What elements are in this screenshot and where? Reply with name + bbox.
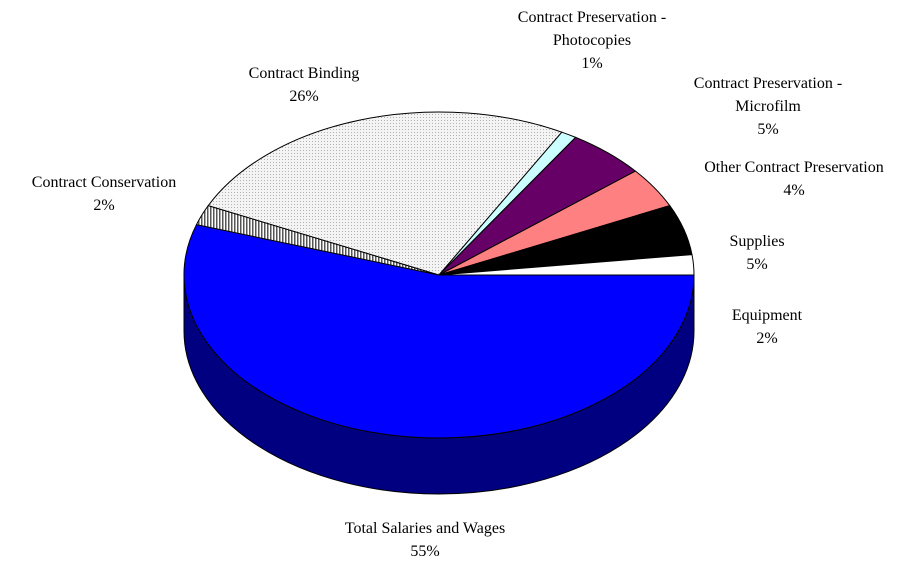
slice-label-line: Contract Preservation - xyxy=(694,75,842,92)
slice-label-supplies: Supplies 5% xyxy=(729,233,784,273)
slice-labels: Total Salaries and Wages 55% Contract Cons… xyxy=(32,9,884,560)
slice-label-line: Contract Preservation - xyxy=(518,9,666,26)
pie-slice-equipment xyxy=(438,254,695,276)
slice-label-line: Total Salaries and Wages xyxy=(345,520,505,537)
slice-label-line: Contract Conservation xyxy=(32,174,176,191)
slice-label-other-contract-preservation: Other Contract Preservation 4% xyxy=(704,159,884,199)
slice-label-contract-preservation-microfilm: Contract Preservation - Microfilm 5% xyxy=(694,75,842,138)
slice-label-line: Other Contract Preservation xyxy=(704,159,884,176)
slice-label-line: Microfilm xyxy=(735,98,801,115)
slice-label-line: Contract Binding xyxy=(249,65,360,82)
slice-percent: 1% xyxy=(581,55,602,72)
slice-label-line: Equipment xyxy=(732,307,803,324)
slice-label-equipment: Equipment 2% xyxy=(732,307,803,347)
slice-label-contract-binding: Contract Binding 26% xyxy=(249,65,360,105)
slice-percent: 4% xyxy=(783,182,804,199)
slice-label-line: Supplies xyxy=(729,233,784,250)
slice-percent: 2% xyxy=(756,330,777,347)
slice-label-contract-conservation: Contract Conservation 2% xyxy=(32,174,176,214)
pie-top-slices xyxy=(183,111,695,439)
pie-slice-total-salaries-and-wages xyxy=(183,224,695,439)
slice-label-contract-preservation-photocopies: Contract Preservation - Photocopies 1% xyxy=(518,9,666,72)
slice-percent: 26% xyxy=(289,88,318,105)
slice-percent: 2% xyxy=(93,197,114,214)
slice-label-line: Photocopies xyxy=(553,32,631,49)
slice-percent: 5% xyxy=(746,256,767,273)
slice-percent: 5% xyxy=(757,121,778,138)
slice-percent: 55% xyxy=(410,543,439,560)
slice-label-total-salaries-and-wages: Total Salaries and Wages 55% xyxy=(345,520,505,560)
